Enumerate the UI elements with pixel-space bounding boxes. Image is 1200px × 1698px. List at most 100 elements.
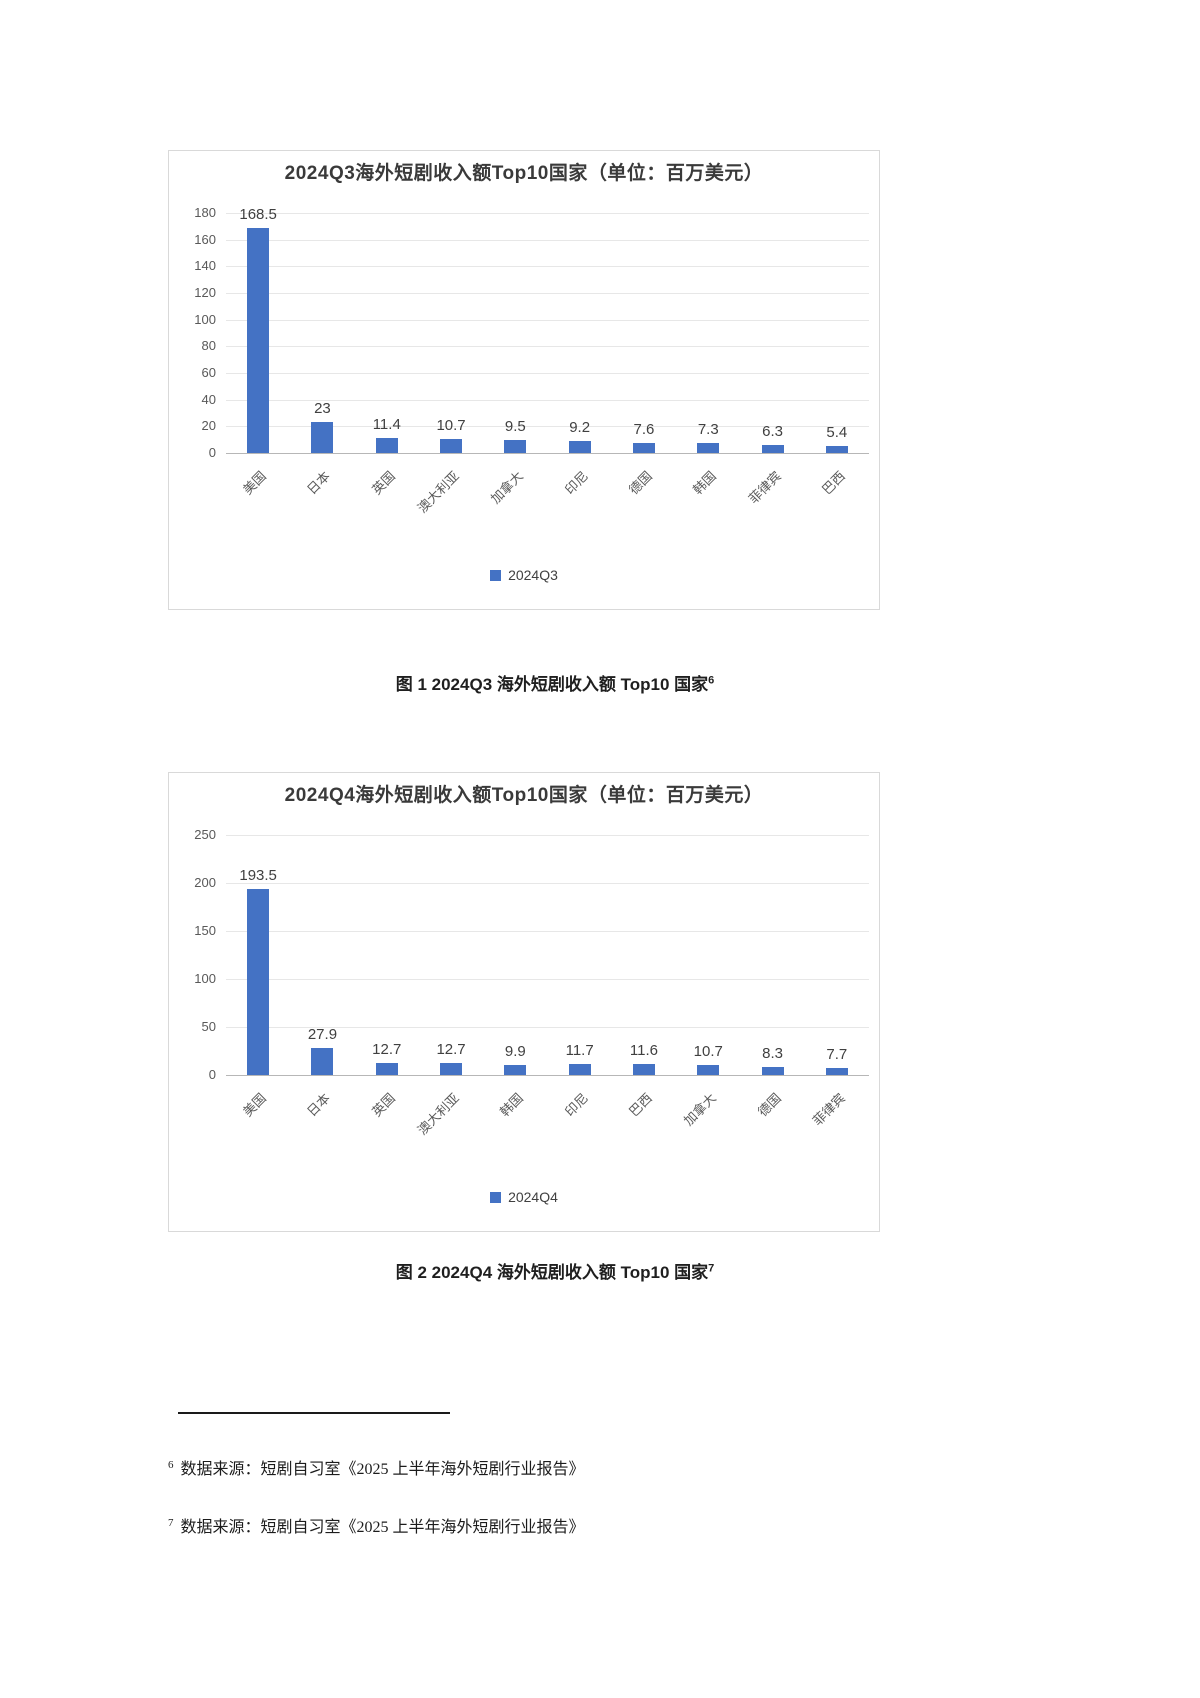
x-axis-category-label: 巴西 xyxy=(625,1090,655,1120)
x-axis-category-label: 澳大利亚 xyxy=(414,468,463,516)
x-axis-category-label: 韩国 xyxy=(497,1090,527,1120)
gridline xyxy=(226,293,869,294)
gridline xyxy=(226,883,869,884)
y-axis-tick-label: 100 xyxy=(194,971,216,986)
figure-2024q3-chart: 2024Q3海外短剧收入额Top10国家（单位：百万美元） 0 20 40 60 80 1… xyxy=(168,150,880,610)
footnote-text: 数据来源：短剧自习室《2025 上半年海外短剧行业报告》 xyxy=(180,1461,585,1478)
x-axis-category-label: 巴西 xyxy=(818,468,848,498)
x-axis-category-label: 澳大利亚 xyxy=(414,1090,463,1138)
bar xyxy=(568,440,591,453)
bar xyxy=(761,1067,784,1075)
x-axis-category-label: 德国 xyxy=(754,1090,784,1120)
y-axis-tick-label: 20 xyxy=(201,418,216,434)
bar xyxy=(311,1048,334,1075)
bar xyxy=(375,437,398,453)
y-axis-tick-label: 60 xyxy=(201,365,216,380)
bar xyxy=(504,1065,527,1075)
bar-value-label: 12.7 xyxy=(372,1040,402,1058)
gridline xyxy=(226,979,869,980)
gridline xyxy=(226,346,869,348)
gridline xyxy=(226,835,869,836)
bar-value-label: 193.5 xyxy=(239,867,277,885)
bar xyxy=(247,889,270,1075)
footnote-6: 6 数据来源：短剧自习室《2025 上半年海外短剧行业报告》 xyxy=(168,1455,585,1479)
bar-value-label: 9.9 xyxy=(504,1043,526,1061)
figure-2024q4-chart: 2024Q4海外短剧收入额Top10国家（单位：百万美元） 0 50 100 150 2… xyxy=(168,772,880,1232)
bar-value-label: 5.4 xyxy=(826,423,848,441)
x-axis-category-label: 菲律宾 xyxy=(745,468,784,507)
figure-caption-text: 图 1 2024Q3 海外短剧收入额 Top10 国家 xyxy=(395,675,709,694)
y-axis-tick-label: 250 xyxy=(194,827,216,842)
footnote-ref: 6 xyxy=(708,674,715,687)
bar-value-label: 8.3 xyxy=(762,1045,783,1063)
bar-value-label: 6.3 xyxy=(762,422,783,440)
bar xyxy=(697,443,720,453)
bar-value-label: 11.6 xyxy=(629,1041,658,1059)
gridline xyxy=(226,426,869,428)
bar-value-label: 7.3 xyxy=(697,421,719,439)
bar xyxy=(440,1062,463,1075)
y-axis-tick-label: 200 xyxy=(194,875,216,890)
x-axis-line xyxy=(226,453,869,454)
x-axis-category-label: 菲律宾 xyxy=(809,1090,848,1129)
bar-value-label: 168.5 xyxy=(239,206,277,224)
bar xyxy=(825,445,848,453)
x-axis-category-label: 韩国 xyxy=(690,468,720,498)
bar-value-label: 10.7 xyxy=(693,1042,723,1060)
gridline xyxy=(226,239,869,241)
plot-area: 0 20 40 60 80 100 120 140 160 180 168.5 美国 23 日本 11.4 英… xyxy=(169,151,879,609)
bar-value-label: 9.2 xyxy=(569,418,591,436)
bar-value-label: 23 xyxy=(314,400,331,418)
y-axis-tick-label: 0 xyxy=(208,445,216,460)
y-axis-tick-label: 40 xyxy=(201,391,216,407)
x-axis-category-label: 加拿大 xyxy=(681,1090,720,1129)
legend-label: 2024Q3 xyxy=(508,567,558,583)
gridline xyxy=(226,266,869,268)
x-axis-category-label: 印尼 xyxy=(561,1090,591,1120)
footnote-number: 7 xyxy=(168,1516,174,1529)
x-axis-category-label: 美国 xyxy=(240,1090,270,1120)
x-axis-line xyxy=(226,1075,869,1076)
bar xyxy=(632,442,655,453)
y-axis-tick-label: 100 xyxy=(194,311,216,327)
y-axis-tick-label: 120 xyxy=(194,285,216,300)
plot-area: 0 50 100 150 200 250 193.5 美国 27.9 日本 12.7 英国 12.7 澳大… xyxy=(169,773,879,1231)
x-axis-category-label: 加拿大 xyxy=(488,468,527,507)
bar-value-label: 9.5 xyxy=(504,418,526,436)
x-axis-category-label: 德国 xyxy=(625,468,655,498)
bar-value-label: 11.4 xyxy=(372,415,401,433)
bar xyxy=(697,1064,720,1075)
legend-marker-icon xyxy=(490,1191,502,1203)
gridline xyxy=(226,931,869,932)
bar xyxy=(632,1063,655,1075)
legend-marker-icon xyxy=(490,569,502,581)
bar xyxy=(440,438,463,453)
y-axis-tick-label: 140 xyxy=(194,258,216,274)
bar xyxy=(568,1063,591,1075)
bar-value-label: 27.9 xyxy=(307,1026,338,1044)
footnote-separator-rule xyxy=(178,1412,450,1414)
gridline xyxy=(226,399,869,401)
bar xyxy=(311,422,334,453)
y-axis-tick-label: 80 xyxy=(201,338,216,354)
bar xyxy=(825,1067,848,1075)
bar xyxy=(761,444,784,453)
x-axis-category-label: 英国 xyxy=(368,1090,398,1120)
legend: 2024Q3 xyxy=(169,567,879,583)
x-axis-category-label: 印尼 xyxy=(561,468,591,498)
bar-value-label: 12.7 xyxy=(436,1040,466,1058)
bar xyxy=(504,440,527,453)
y-axis-tick-label: 180 xyxy=(194,205,216,220)
chart-title: 2024Q4海外短剧收入额Top10国家（单位：百万美元） xyxy=(284,785,764,806)
gridline xyxy=(226,373,869,374)
bar-value-label: 7.6 xyxy=(633,420,655,438)
bar-value-label: 7.7 xyxy=(826,1045,848,1063)
x-axis-category-label: 英国 xyxy=(368,468,398,498)
bar-value-label: 11.7 xyxy=(565,1041,594,1059)
footnote-ref: 7 xyxy=(708,1262,715,1275)
legend: 2024Q4 xyxy=(169,1189,879,1205)
chart-title: 2024Q3海外短剧收入额Top10国家（单位：百万美元） xyxy=(284,163,764,184)
figure-2-caption: 图 2 2024Q4 海外短剧收入额 Top10 国家7 xyxy=(130,1258,980,1283)
footnote-text: 数据来源：短剧自习室《2025 上半年海外短剧行业报告》 xyxy=(180,1519,585,1536)
